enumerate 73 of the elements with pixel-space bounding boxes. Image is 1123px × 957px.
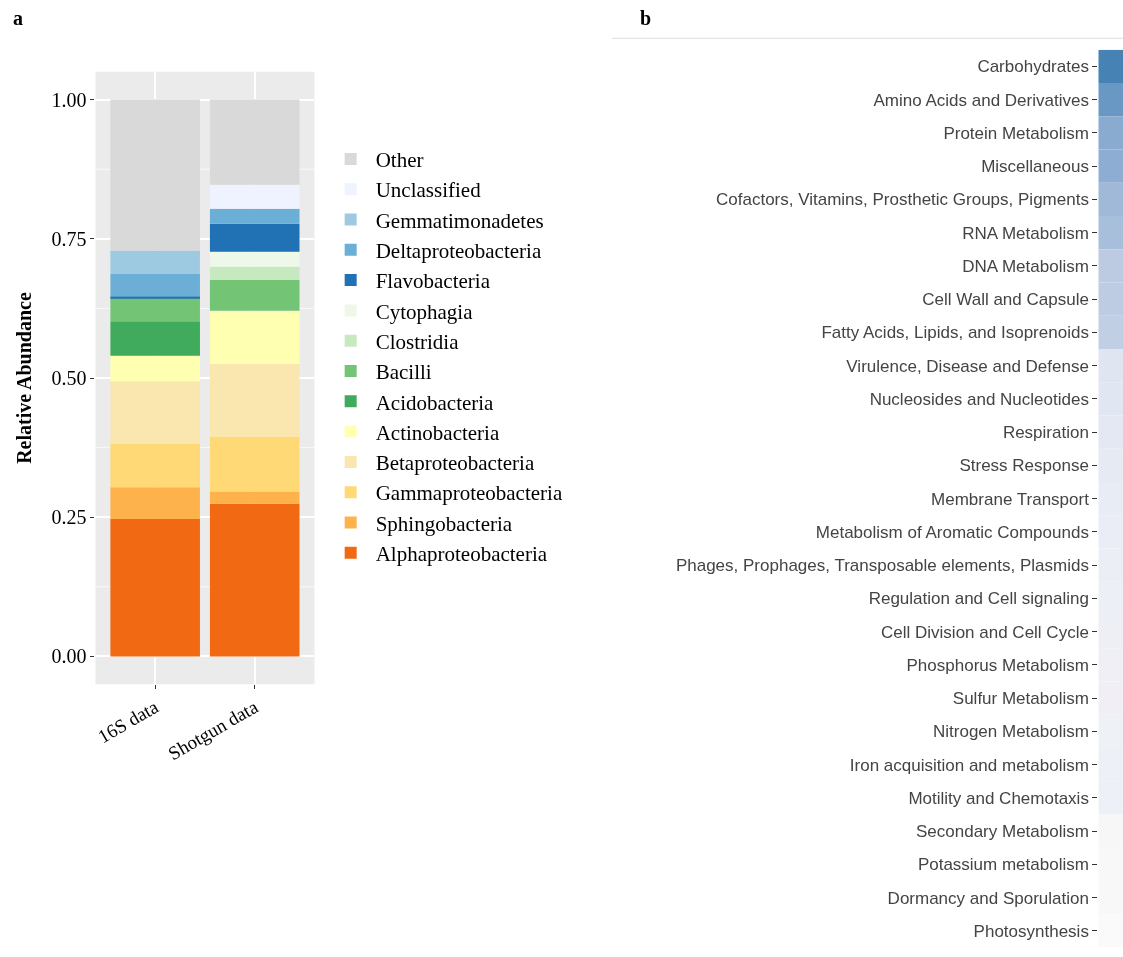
category-label: Motility and Chemotaxis [908,788,1089,808]
legend-label: Gammaproteobacteria [375,481,563,506]
legend-label: Other [375,148,424,173]
category-label: Dormancy and Sporulation [887,888,1089,908]
legend-label: Unclassified [375,178,482,203]
bar [110,381,200,444]
category-label: Phosphorus Metabolism [906,655,1089,675]
category-label: Potassium metabolism [917,855,1089,875]
bar [209,99,300,185]
category-label: Miscellaneous [981,157,1089,177]
legend-label: Acidobacteria [375,390,495,415]
category-label: RNA Metabolism [962,223,1089,243]
y-axis-title: Relative Abundance [12,292,35,464]
bar [209,208,300,224]
legend-label: Gemmatimonadetes [375,208,544,233]
bar [209,491,300,504]
y-tick-label: 1.00 [51,88,87,111]
category-label: Metabolism of Aromatic Compounds [815,522,1089,542]
bar [110,518,200,657]
category-label: Cell Wall and Capsule [922,290,1089,310]
bar [110,99,200,251]
bar [209,503,300,657]
bar [209,280,300,311]
bar [110,355,200,382]
bar [209,310,300,365]
category-label: Secondary Metabolism [915,822,1089,842]
bar [209,184,300,209]
category-label: Membrane Transport [931,489,1090,509]
legend-label: Sphingobacteria [375,511,513,536]
y-tick-label: 0.75 [51,227,87,250]
bar [209,266,300,281]
category-label: Cell Division and Cell Cycle [881,622,1089,642]
y-tick-label: 0.50 [51,367,87,390]
category-label: Stress Response [959,456,1089,476]
legend-label: Betaproteobacteria [375,451,535,476]
bar [110,321,200,356]
category-label: Regulation and Cell signaling [868,589,1089,609]
legend-label: Bacilli [375,360,432,385]
bar [110,250,200,274]
category-label: Sulfur Metabolism [952,689,1089,709]
chart-title: a [13,7,23,29]
x-tick-label: 16S data [94,695,163,748]
legend-label: Actinobacteria [375,420,500,445]
bar [209,437,300,492]
category-label: Virulence, Disease and Defense [846,356,1089,376]
legend-label: Cytophagia [375,299,474,324]
category-label: Photosynthesis [973,921,1089,941]
bar [209,364,300,438]
legend-label: Flavobacteria [375,269,491,294]
y-tick-label: 0.00 [51,645,87,668]
category-label: Cofactors, Vitamins, Prosthetic Groups, Pigments [716,190,1089,210]
category-label: Fatty Acids, Lipids, and Isoprenoids [821,323,1089,343]
bar [110,297,200,322]
bar [110,487,200,519]
legend-label: Alphaproteobacteria [375,542,548,567]
category-label: Protein Metabolism [943,123,1089,143]
y-tick-label: 0.25 [51,506,87,529]
category-label: Respiration [1002,423,1089,443]
category-label: Nitrogen Metabolism [932,722,1089,742]
category-label: Carbohydrates [977,57,1089,77]
bar [209,251,300,267]
legend-label: Clostridia [375,329,460,354]
category-label: Phages, Prophages, Transposable elements, Plasmids [675,556,1089,576]
legend-label: Deltaproteobacteria [375,239,542,264]
text: b [640,7,652,29]
category-label: Iron acquisition and metabolism [849,755,1089,775]
bar [110,443,200,488]
category-label: Nucleosides and Nucleotides [869,389,1089,409]
bar [209,223,300,252]
category-label: Amino Acids and Derivatives [873,90,1089,110]
bar [110,296,200,299]
bar [110,273,200,297]
category-label: DNA Metabolism [962,256,1089,276]
